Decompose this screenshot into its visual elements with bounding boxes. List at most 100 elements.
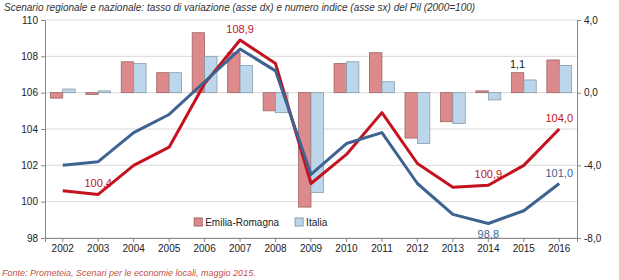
tick-mark bbox=[41, 238, 45, 239]
y-axis: 98100102104106108110 bbox=[21, 15, 45, 244]
tick-label: 2011 bbox=[371, 243, 393, 254]
x-tick: 2005 bbox=[158, 238, 181, 254]
plot: 2002 2003 2004 2005 2006 2007 2008 2009 2010 2011… bbox=[21, 15, 601, 254]
x-tick: 2016 bbox=[548, 238, 571, 254]
data-label: 100,4 bbox=[84, 177, 112, 189]
bar bbox=[370, 53, 382, 93]
bar bbox=[405, 93, 417, 138]
tick-mark bbox=[204, 238, 205, 242]
data-label: 108,9 bbox=[226, 23, 254, 35]
data-label: 1,1 bbox=[510, 58, 525, 70]
tick-label: 2005 bbox=[158, 243, 181, 254]
data-label: 101,0 bbox=[546, 167, 574, 179]
tick-mark bbox=[452, 238, 453, 242]
tick-mark bbox=[577, 238, 581, 239]
y-tick: 104 bbox=[21, 124, 45, 135]
x-tick: 2012 bbox=[406, 238, 429, 254]
y-tick: -4,0 bbox=[577, 160, 602, 171]
bar bbox=[334, 64, 346, 93]
bar bbox=[121, 62, 133, 93]
tick-label: 0,0 bbox=[584, 87, 598, 98]
tick-label: 100 bbox=[21, 196, 38, 207]
bar bbox=[50, 93, 62, 98]
y-tick: 0,0 bbox=[577, 87, 598, 98]
tick-mark bbox=[98, 238, 99, 242]
legend-item: Emilia-Romagna bbox=[194, 217, 279, 228]
bar bbox=[488, 93, 500, 100]
tick-mark bbox=[169, 238, 170, 242]
tick-mark bbox=[275, 238, 276, 242]
x-tick: 2015 bbox=[513, 238, 536, 254]
x-tick: 2007 bbox=[229, 238, 252, 254]
tick-label: 2008 bbox=[264, 243, 287, 254]
bar bbox=[559, 65, 571, 92]
bar bbox=[157, 73, 169, 93]
axis-line bbox=[578, 21, 582, 239]
y-tick: 108 bbox=[21, 51, 45, 62]
y-tick: 102 bbox=[21, 160, 45, 171]
tick-mark bbox=[577, 165, 581, 166]
tick-label: 2006 bbox=[193, 243, 216, 254]
bar bbox=[417, 93, 429, 144]
legend: Emilia-Romagna Italia bbox=[194, 217, 327, 228]
bar-series bbox=[50, 33, 559, 207]
data-labels: 1,1 100,4 108,9 100,9 104,0 98,8 101,0 bbox=[84, 23, 573, 240]
legend-label: Emilia-Romagna bbox=[205, 217, 279, 228]
bar bbox=[98, 91, 110, 93]
tick-label: 2010 bbox=[335, 243, 358, 254]
bar bbox=[63, 89, 75, 93]
tick-label: 4,0 bbox=[584, 15, 598, 26]
tick-label: 2007 bbox=[229, 243, 252, 254]
bar bbox=[547, 60, 559, 93]
tick-mark bbox=[381, 238, 382, 242]
tick-mark bbox=[417, 238, 418, 242]
tick-mark bbox=[41, 202, 45, 203]
tick-label: 2014 bbox=[477, 243, 500, 254]
x-tick: 2006 bbox=[193, 238, 216, 254]
tick-mark bbox=[41, 129, 45, 130]
tick-mark bbox=[577, 93, 581, 94]
tick-mark bbox=[41, 165, 45, 166]
tick-mark bbox=[41, 20, 45, 21]
tick-label: 102 bbox=[21, 160, 38, 171]
tick-label: 2004 bbox=[123, 243, 146, 254]
bar bbox=[134, 64, 146, 93]
y-tick: -8,0 bbox=[577, 233, 602, 244]
x-tick: 2008 bbox=[264, 238, 287, 254]
x-tick: 2010 bbox=[335, 238, 358, 254]
tick-label: 2002 bbox=[52, 243, 75, 254]
bar bbox=[382, 82, 394, 93]
source: Fonte: Prometeia, Scenari per le economi… bbox=[2, 268, 256, 278]
bar bbox=[440, 93, 452, 122]
data-label: 104,0 bbox=[546, 112, 574, 124]
tick-label: 108 bbox=[21, 51, 38, 62]
x-tick: 2004 bbox=[123, 238, 146, 254]
grid bbox=[45, 20, 577, 238]
bar-series bbox=[63, 56, 572, 192]
x-tick: 2013 bbox=[442, 238, 465, 254]
bar bbox=[86, 93, 98, 95]
bar bbox=[476, 91, 488, 93]
legend-label: Italia bbox=[306, 217, 328, 228]
tick-label: 2009 bbox=[300, 243, 323, 254]
tick-mark bbox=[311, 238, 312, 242]
tick-mark bbox=[240, 238, 241, 242]
data-label: 98,8 bbox=[478, 228, 499, 240]
tick-mark bbox=[577, 20, 581, 21]
data-label: 100,9 bbox=[475, 168, 503, 180]
legend-item: Italia bbox=[295, 217, 328, 228]
chart: Scenario regionale e nazionale: tasso di… bbox=[0, 0, 619, 280]
tick-mark bbox=[41, 56, 45, 57]
x-tick: 2003 bbox=[87, 238, 110, 254]
bar bbox=[263, 93, 275, 111]
x-tick: 2002 bbox=[52, 238, 75, 254]
tick-mark bbox=[346, 238, 347, 242]
tick-label: 2003 bbox=[87, 243, 110, 254]
tick-label: 2015 bbox=[513, 243, 536, 254]
tick-label: 2012 bbox=[406, 243, 429, 254]
tick-label: 104 bbox=[21, 124, 38, 135]
tick-label: 2016 bbox=[548, 243, 571, 254]
tick-label: 98 bbox=[27, 233, 39, 244]
axis-line bbox=[41, 21, 46, 239]
tick-mark bbox=[523, 238, 524, 242]
